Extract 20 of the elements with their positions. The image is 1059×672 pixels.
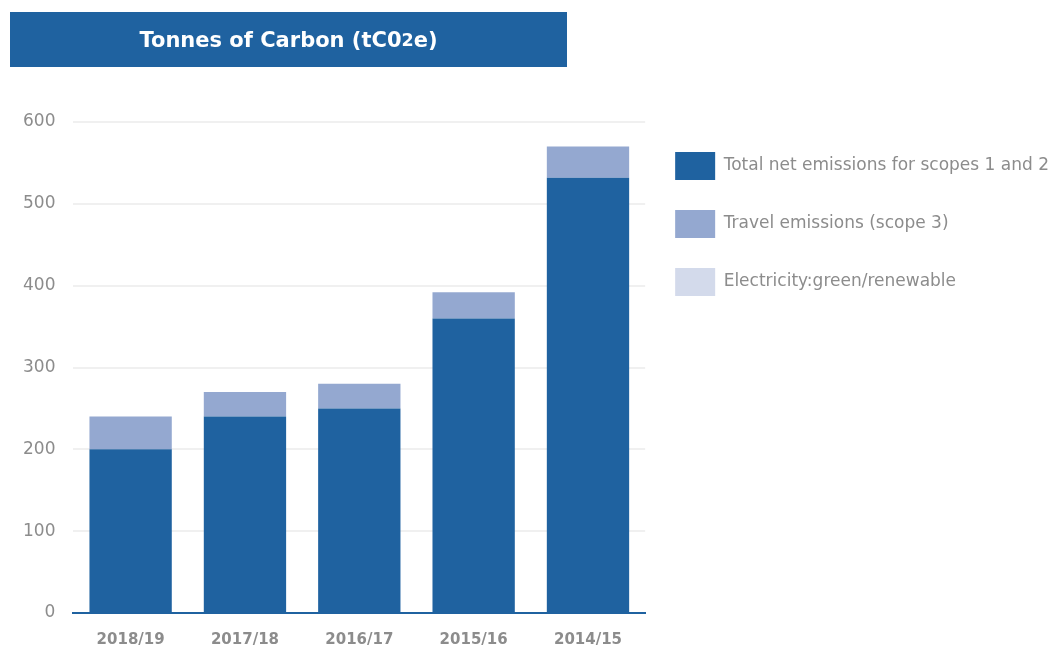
legend-label: Electricity:green/renewable: [723, 270, 957, 291]
x-tick-label: 2015/16: [439, 629, 508, 648]
x-tick-label: 2017/18: [210, 629, 280, 648]
y-tick-label: 500: [22, 192, 56, 213]
bar: [89, 416, 172, 450]
y-tick-label: 0: [44, 601, 56, 622]
y-tick-label: 200: [22, 437, 56, 458]
x-tick-label: 2014/15: [553, 629, 623, 648]
legend-label: Total net emissions for scopes 1 and 2: [722, 154, 1049, 175]
y-tick-label: 400: [22, 274, 56, 295]
x-tick-label: 2018/19: [96, 629, 165, 648]
bar: [546, 146, 630, 178]
bar: [432, 292, 515, 319]
y-tick-label: 100: [22, 519, 56, 540]
x-tick-label: 2016/17: [325, 629, 394, 648]
y-tick-label: 300: [22, 355, 56, 376]
bar: [318, 383, 401, 409]
y-tick-label: 600: [22, 110, 56, 131]
bar: [203, 392, 287, 417]
legend-label: Travel emissions (scope 3): [722, 212, 949, 233]
